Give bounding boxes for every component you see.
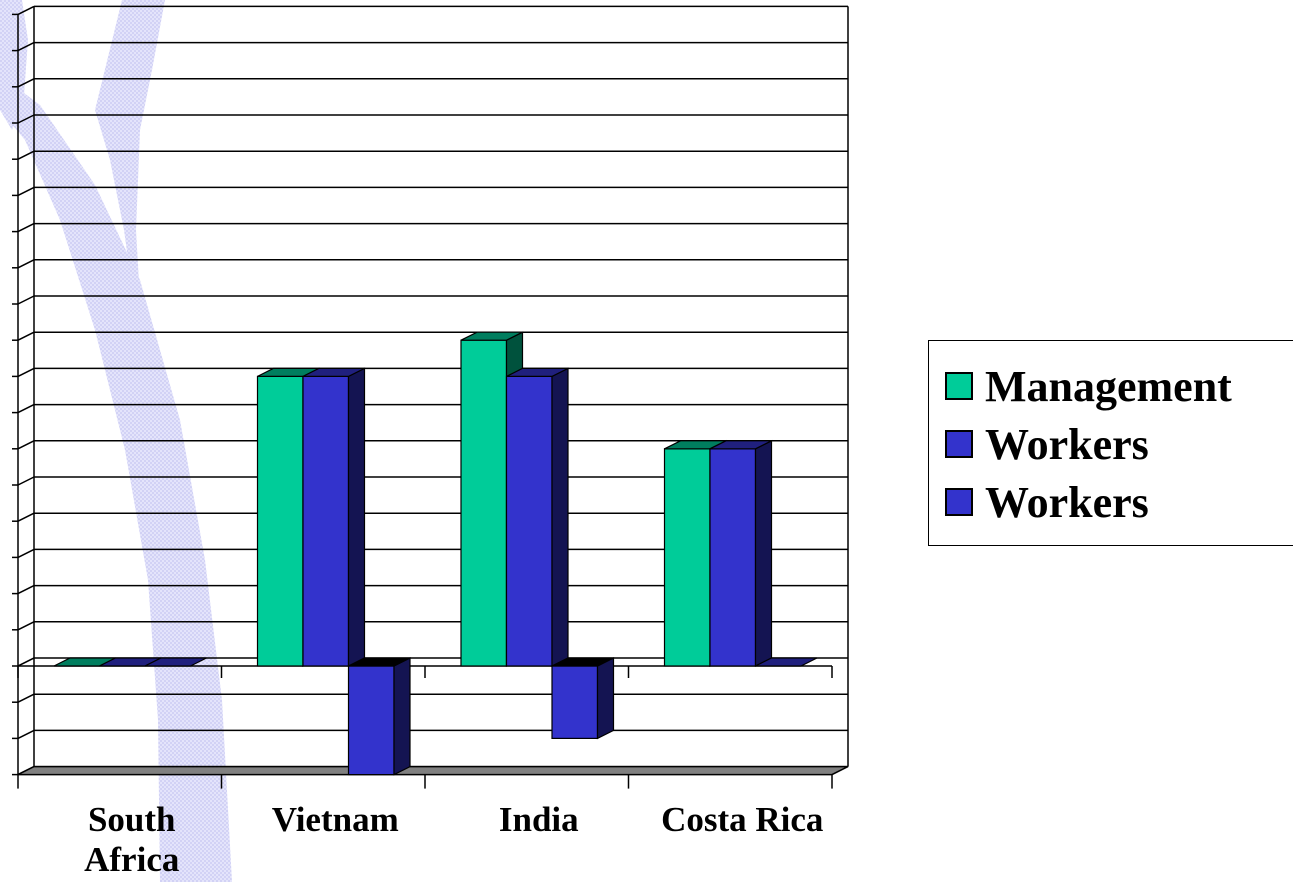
bar-front [709, 448, 757, 667]
bar-front [663, 448, 711, 667]
gridline-side [17, 367, 35, 378]
legend-item-workers: Workers [945, 419, 1149, 469]
bar [302, 367, 366, 667]
bar-top [506, 367, 569, 377]
legend-label-workers: Workers [985, 419, 1149, 469]
gridline-side [17, 295, 35, 305]
legend-swatch-workers-2 [945, 488, 973, 516]
gridline-side [17, 621, 35, 631]
legend-swatch-management [945, 372, 973, 400]
x-axis-depth [17, 657, 35, 667]
bar [709, 439, 773, 667]
chart-floor [17, 765, 849, 776]
gridline-side [17, 5, 35, 16]
background-ribbon [0, 0, 232, 882]
gridline-side [17, 114, 35, 124]
bar-front [302, 375, 350, 667]
gridline-side [17, 476, 35, 486]
bar-front [460, 339, 508, 667]
bar-top [460, 331, 523, 341]
bar-top [709, 440, 772, 450]
bar-side [393, 657, 411, 776]
gridline-side [17, 259, 35, 269]
gridline-side [17, 512, 35, 522]
legend-item-management: Management [945, 361, 1232, 411]
legend-label-workers-2: Workers [985, 477, 1149, 527]
bars [53, 331, 818, 776]
bar-side [551, 367, 569, 667]
gridline-side [17, 78, 35, 88]
axes [12, 13, 849, 789]
gridline-side [17, 693, 35, 703]
gridline-side [17, 222, 35, 233]
bar [551, 657, 615, 740]
bar [755, 657, 818, 667]
bar-top [348, 657, 411, 667]
gridline-side [17, 584, 35, 595]
bar-front [505, 375, 553, 667]
gridline-side [17, 403, 35, 414]
bar [505, 367, 569, 667]
legend-swatch-workers [945, 430, 973, 458]
gridline-side [17, 186, 35, 197]
category-label: India [498, 800, 579, 839]
category-label: South Africa [84, 800, 180, 879]
bar-top [302, 367, 365, 377]
bar-side [596, 657, 615, 740]
bar-side [754, 439, 773, 667]
gridline-side [17, 440, 35, 450]
bar [144, 657, 207, 667]
bar-top [755, 657, 818, 667]
legend-label-management: Management [985, 361, 1232, 411]
legend: Management Workers Workers [928, 340, 1293, 546]
legend-item-workers-2: Workers [945, 477, 1149, 527]
bar-front [256, 375, 304, 667]
bar-top [551, 657, 614, 667]
category-label: Costa Rica [661, 800, 824, 839]
gridline-side [17, 729, 35, 740]
gridline-side [17, 548, 35, 559]
category-label: Vietnam [271, 800, 399, 839]
bar-side [347, 367, 366, 667]
bar-front [551, 665, 599, 740]
bar [347, 657, 411, 776]
gridline-side [17, 150, 35, 160]
bar-front [347, 665, 395, 776]
gridline-side [17, 41, 35, 52]
bar-top [144, 657, 207, 667]
gridline-side [17, 331, 35, 341]
